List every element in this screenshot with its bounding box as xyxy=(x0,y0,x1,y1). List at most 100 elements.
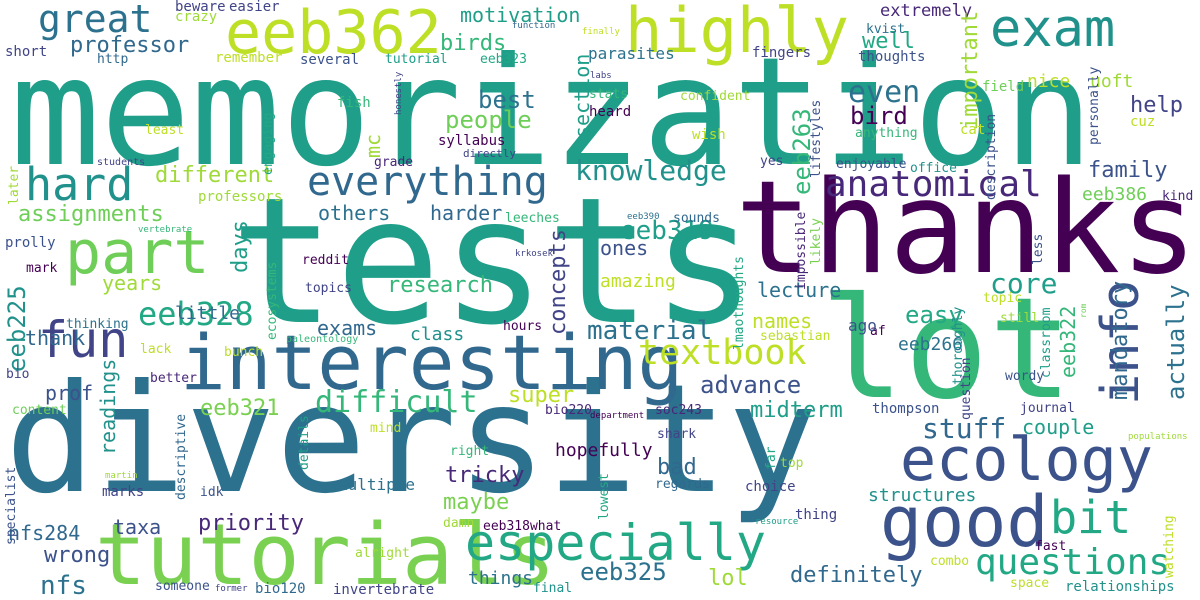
word-final: final xyxy=(533,581,573,596)
word-top: top xyxy=(780,456,804,471)
word-right: right xyxy=(450,444,490,459)
word-bunch: bunch xyxy=(224,345,264,360)
word-someone: someone xyxy=(155,579,210,594)
word-priority: priority xyxy=(198,511,304,536)
word-parasites: parasites xyxy=(588,44,675,63)
word-tutorials: tutorials xyxy=(95,506,556,600)
word-sounds: sounds xyxy=(673,211,720,226)
word-material: material xyxy=(587,316,713,346)
word-ecology: ecology xyxy=(900,425,1153,495)
word-thompson: thompson xyxy=(872,401,940,417)
word-well: well xyxy=(862,29,915,54)
word-combo: combo xyxy=(930,554,970,569)
word-less: less xyxy=(1031,233,1046,265)
word-little: little xyxy=(175,303,241,324)
word-research: research xyxy=(387,273,493,298)
word-readings: readings xyxy=(96,358,120,455)
word-wish: wish xyxy=(692,127,726,143)
word-extremely: extremely xyxy=(880,1,973,21)
word-exams: exams xyxy=(317,316,378,340)
word-short: short xyxy=(5,44,48,60)
word-topics: topics xyxy=(305,281,352,296)
word-super: super xyxy=(508,383,575,408)
word-stats: stats xyxy=(589,87,629,102)
word-family: family xyxy=(1088,158,1168,183)
word-eeb322: eeb322 xyxy=(1056,305,1080,378)
word-description: description xyxy=(984,113,999,200)
word-taxa: taxa xyxy=(113,515,162,539)
word-amazing: amazing xyxy=(600,271,676,292)
word-vertebrate: vertebrate xyxy=(138,225,193,235)
word-assignments: assignments xyxy=(18,202,164,227)
word-cat: cat xyxy=(960,122,986,138)
word-birds: birds xyxy=(440,31,507,56)
word-important: important xyxy=(958,10,983,130)
word-beware: beware xyxy=(175,0,226,15)
word-harder: harder xyxy=(430,201,503,225)
word-content: content xyxy=(12,403,67,418)
word-kind: kind xyxy=(1162,189,1194,204)
word-eeb321: eeb321 xyxy=(200,396,280,421)
word-great: great xyxy=(38,0,153,41)
word-invertebrate: invertebrate xyxy=(333,582,435,598)
word-stuff: stuff xyxy=(922,412,1007,445)
word-midterm: midterm xyxy=(750,398,843,423)
word-finally: finally xyxy=(582,27,620,37)
word-lmaothoughts: lmaothoughts xyxy=(732,256,747,350)
word-martin: martin xyxy=(105,471,138,481)
word-diversity: diversity xyxy=(5,353,818,527)
word-students: students xyxy=(97,157,146,168)
word-far: far xyxy=(764,446,779,470)
word-thing: thing xyxy=(795,507,838,523)
word-still: still xyxy=(1000,311,1040,326)
word-thoughts: thoughts xyxy=(858,49,926,65)
word-space: space xyxy=(1010,576,1050,591)
word-soc243: soc243 xyxy=(655,403,702,418)
word-former: former xyxy=(215,584,248,594)
word-nfs: nfs xyxy=(40,571,87,600)
word-others: others xyxy=(318,201,391,225)
word-likely: likely xyxy=(809,218,824,265)
word-eeb323: eeb323 xyxy=(480,52,527,67)
word-eeb386: eeb386 xyxy=(1082,184,1148,205)
word-lot: lot xyxy=(820,268,1073,431)
word-prof: prof xyxy=(45,381,94,405)
word-krkosek: krkosek xyxy=(515,249,553,259)
word-exam: exam xyxy=(990,0,1116,59)
word-bio120: bio120 xyxy=(255,581,306,597)
word-resource: resource xyxy=(755,517,799,527)
word-mind: mind xyxy=(370,421,402,436)
word-several: several xyxy=(300,52,360,68)
word-shark: shark xyxy=(657,427,697,442)
word-kvist: kvist xyxy=(866,22,906,37)
word-topic: topic xyxy=(983,291,1023,306)
word-fingers: fingers xyxy=(752,45,812,61)
word-thinking: thinking xyxy=(66,317,129,332)
word-definitely: definitely xyxy=(790,563,923,588)
word-relationships: relationships xyxy=(1065,579,1175,595)
word-eeb328: eeb328 xyxy=(138,295,254,333)
word-alright: alright xyxy=(355,546,410,561)
word-watching: watching xyxy=(1162,515,1177,578)
word-cuz: cuz xyxy=(1130,114,1156,130)
word-af: af xyxy=(870,324,886,339)
word-eeb266: eeb266 xyxy=(898,334,964,355)
word-multiple: multiple xyxy=(338,475,416,494)
word-details: details xyxy=(297,415,312,470)
word-ecosystems: ecosystems xyxy=(265,261,280,340)
word-http: http xyxy=(97,52,129,67)
word-labs: labs xyxy=(590,71,612,81)
word-personally: personally xyxy=(1087,66,1102,145)
word-reddit: reddit xyxy=(302,253,349,268)
word-structures: structures xyxy=(868,485,977,506)
word-wordy: wordy xyxy=(1005,369,1045,384)
word-bad: bad xyxy=(657,455,697,480)
word-core: core xyxy=(990,267,1058,300)
word-highly: highly xyxy=(625,0,849,67)
word-even: even xyxy=(848,75,921,110)
word-honestly: honestly xyxy=(394,71,404,115)
word-interesting: interesting xyxy=(180,318,684,407)
word-damn: damn xyxy=(443,516,475,531)
word-sebastian: sebastian xyxy=(760,329,831,344)
word-tricky: tricky xyxy=(445,463,525,488)
